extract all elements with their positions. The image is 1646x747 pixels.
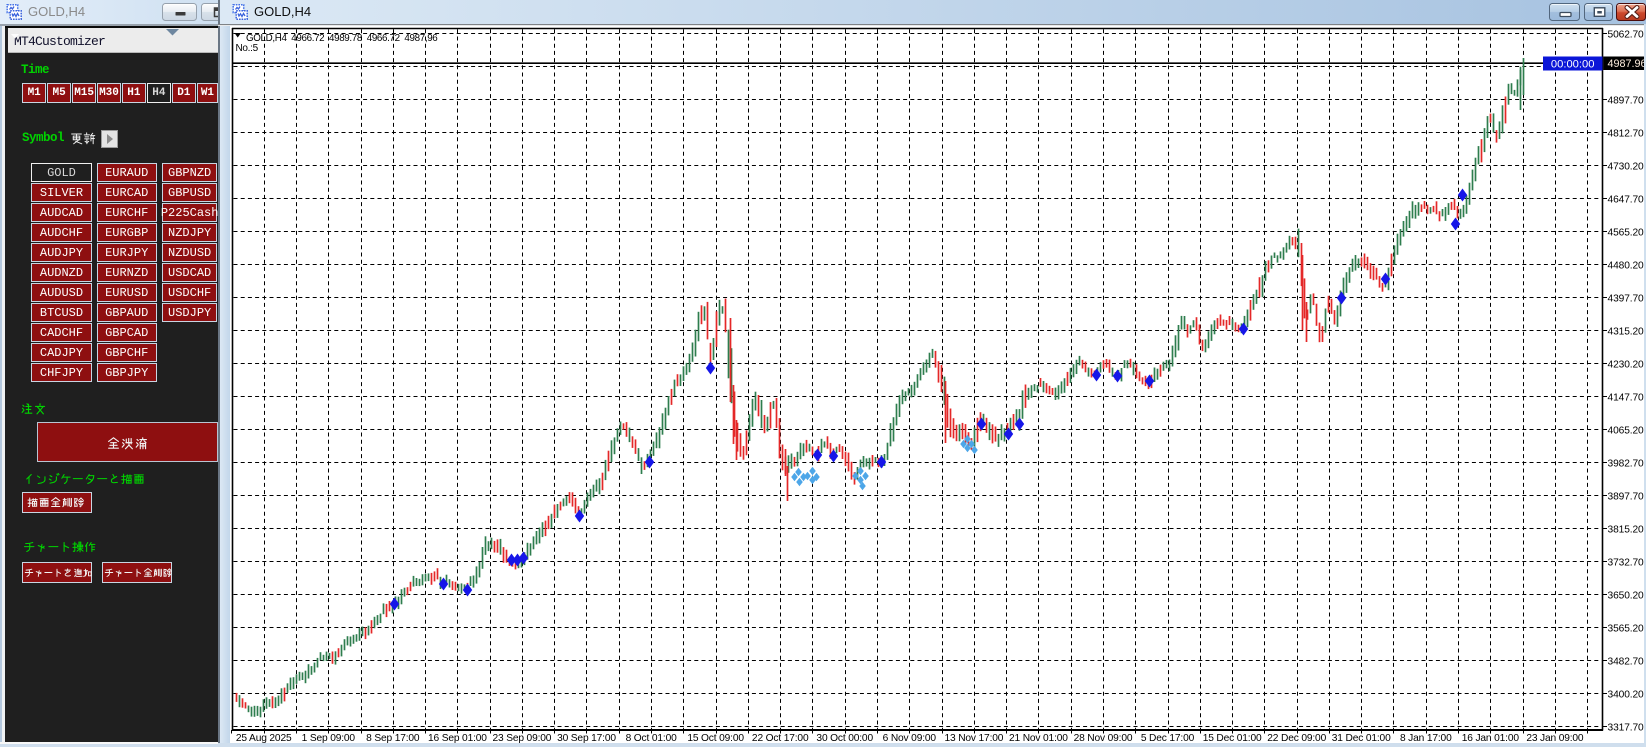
svg-text:3565.20: 3565.20 <box>1608 623 1645 634</box>
svg-text:3317.70: 3317.70 <box>1608 722 1645 733</box>
svg-text:00:00:00: 00:00:00 <box>1551 58 1595 70</box>
svg-text:4987.96: 4987.96 <box>1608 58 1646 70</box>
svg-text:13 Nov 17:00: 13 Nov 17:00 <box>944 733 1003 744</box>
svg-text:23 Jan 09:00: 23 Jan 09:00 <box>1526 733 1584 744</box>
svg-text:8 Sep 17:00: 8 Sep 17:00 <box>366 733 420 744</box>
svg-text:4315.20: 4315.20 <box>1608 326 1645 337</box>
svg-text:4730.20: 4730.20 <box>1608 161 1645 172</box>
svg-text:25 Aug 2025: 25 Aug 2025 <box>236 733 292 744</box>
svg-text:No.:5: No.:5 <box>236 43 259 54</box>
svg-text:4480.20: 4480.20 <box>1608 260 1645 271</box>
svg-text:4397.70: 4397.70 <box>1608 293 1645 304</box>
svg-text:5062.70: 5062.70 <box>1608 29 1645 40</box>
svg-text:16 Jan 01:00: 16 Jan 01:00 <box>1462 733 1520 744</box>
svg-text:3815.20: 3815.20 <box>1608 524 1645 535</box>
svg-text:4897.70: 4897.70 <box>1608 95 1645 106</box>
svg-text:31 Dec 01:00: 31 Dec 01:00 <box>1332 733 1391 744</box>
svg-text:8 Jan 17:00: 8 Jan 17:00 <box>1400 733 1452 744</box>
svg-text:22 Dec 09:00: 22 Dec 09:00 <box>1267 733 1326 744</box>
svg-text:15 Dec 01:00: 15 Dec 01:00 <box>1203 733 1262 744</box>
svg-text:3482.70: 3482.70 <box>1608 656 1645 667</box>
svg-text:4065.20: 4065.20 <box>1608 425 1645 436</box>
svg-text:4565.20: 4565.20 <box>1608 227 1645 238</box>
svg-text:3732.70: 3732.70 <box>1608 557 1645 568</box>
svg-text:4147.70: 4147.70 <box>1608 392 1645 403</box>
svg-text:3650.20: 3650.20 <box>1608 590 1645 601</box>
svg-text:30 Oct 00:00: 30 Oct 00:00 <box>816 733 873 744</box>
svg-text:GOLD,H4 4966.72 4989.78 496: GOLD,H4 4966.72 4989.78 4966.72 4987,96 <box>246 33 438 44</box>
svg-text:6 Nov 09:00: 6 Nov 09:00 <box>883 733 937 744</box>
svg-text:4812.70: 4812.70 <box>1608 128 1645 139</box>
svg-text:3897.70: 3897.70 <box>1608 491 1645 502</box>
svg-text:22 Oct 17:00: 22 Oct 17:00 <box>752 733 809 744</box>
svg-text:28 Nov 09:00: 28 Nov 09:00 <box>1074 733 1133 744</box>
svg-text:3400.20: 3400.20 <box>1608 689 1645 700</box>
svg-text:4647.70: 4647.70 <box>1608 194 1645 205</box>
svg-text:15 Oct 09:00: 15 Oct 09:00 <box>687 733 744 744</box>
svg-text:3982.70: 3982.70 <box>1608 458 1645 469</box>
svg-text:30 Sep 17:00: 30 Sep 17:00 <box>557 733 616 744</box>
svg-text:21 Nov 01:00: 21 Nov 01:00 <box>1009 733 1068 744</box>
svg-text:1 Sep 09:00: 1 Sep 09:00 <box>302 733 356 744</box>
svg-text:16 Sep 01:00: 16 Sep 01:00 <box>428 733 487 744</box>
svg-text:8 Oct 01:00: 8 Oct 01:00 <box>626 733 678 744</box>
svg-text:5 Dec 17:00: 5 Dec 17:00 <box>1141 733 1195 744</box>
svg-text:4230.20: 4230.20 <box>1608 359 1645 370</box>
svg-text:23 Sep 09:00: 23 Sep 09:00 <box>492 733 551 744</box>
